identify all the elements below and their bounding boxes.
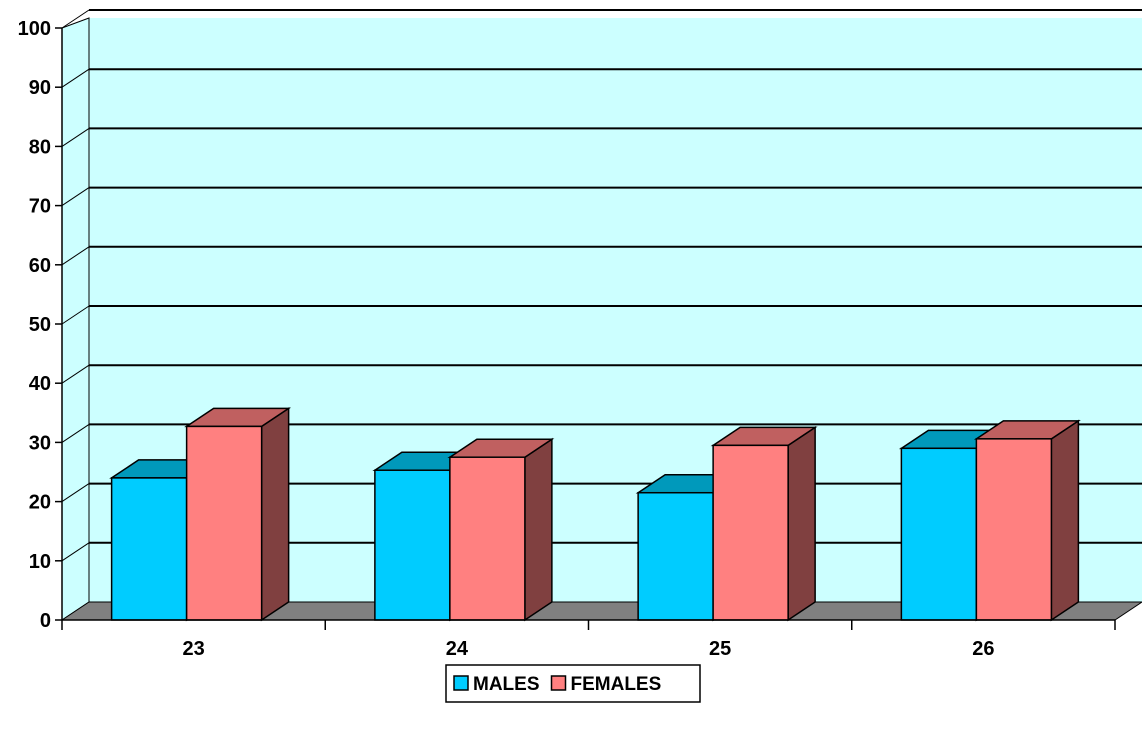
legend: MALES FEMALES (445, 664, 701, 703)
bar-females-26 (973, 419, 1081, 622)
legend-label-females: FEMALES (571, 674, 662, 695)
y-tick-label: 80 (29, 136, 51, 158)
gridline-side-80 (61, 127, 90, 147)
y-tick-label: 70 (29, 196, 51, 218)
y-tick-label: 40 (29, 373, 51, 395)
legend-swatch-males (453, 675, 469, 691)
bar-front (449, 456, 526, 621)
y-tick-label: 50 (29, 314, 51, 336)
gridline-side-70 (61, 187, 90, 207)
bar-females-25 (710, 425, 818, 622)
bar-front (975, 438, 1053, 621)
x-tick-label: 25 (709, 638, 731, 660)
gridline-side-10 (61, 542, 90, 562)
gridline-side-40 (61, 364, 90, 384)
y-tick-label: 30 (29, 432, 51, 454)
bar-side (524, 437, 553, 622)
legend-box (445, 664, 701, 703)
gridline-side-30 (61, 423, 90, 443)
bar-front (374, 469, 451, 621)
chart-side-wall (61, 17, 90, 621)
bar-side (787, 425, 816, 622)
chart-back-wall (89, 18, 1142, 602)
bar-front (637, 491, 714, 621)
legend-swatch-females (550, 675, 567, 691)
bar-females-23 (184, 407, 292, 622)
gridline-side-90 (61, 68, 90, 88)
bar-females-24 (447, 437, 555, 622)
gridline-side-50 (61, 305, 90, 325)
bar-front (185, 425, 263, 621)
y-tick-label: 100 (18, 18, 51, 40)
bar-front (900, 447, 978, 621)
y-tick-label: 20 (29, 492, 51, 514)
x-tick-label: 24 (446, 638, 469, 660)
y-tick-label: 0 (40, 610, 51, 632)
gridline-side-100 (61, 9, 90, 29)
bar-front (110, 477, 188, 621)
y-tick-label: 60 (29, 255, 51, 277)
y-tick-label: 10 (29, 551, 51, 573)
legend-label-males: MALES (473, 674, 540, 695)
gridline-side-60 (61, 246, 90, 266)
bar-side (260, 407, 290, 622)
x-tick-label: 23 (183, 638, 205, 660)
gridline-side-20 (61, 483, 90, 503)
x-tick-label: 26 (972, 638, 994, 660)
bar-side (1050, 419, 1080, 622)
bar-front (712, 444, 789, 621)
y-tick-label: 90 (29, 77, 51, 99)
